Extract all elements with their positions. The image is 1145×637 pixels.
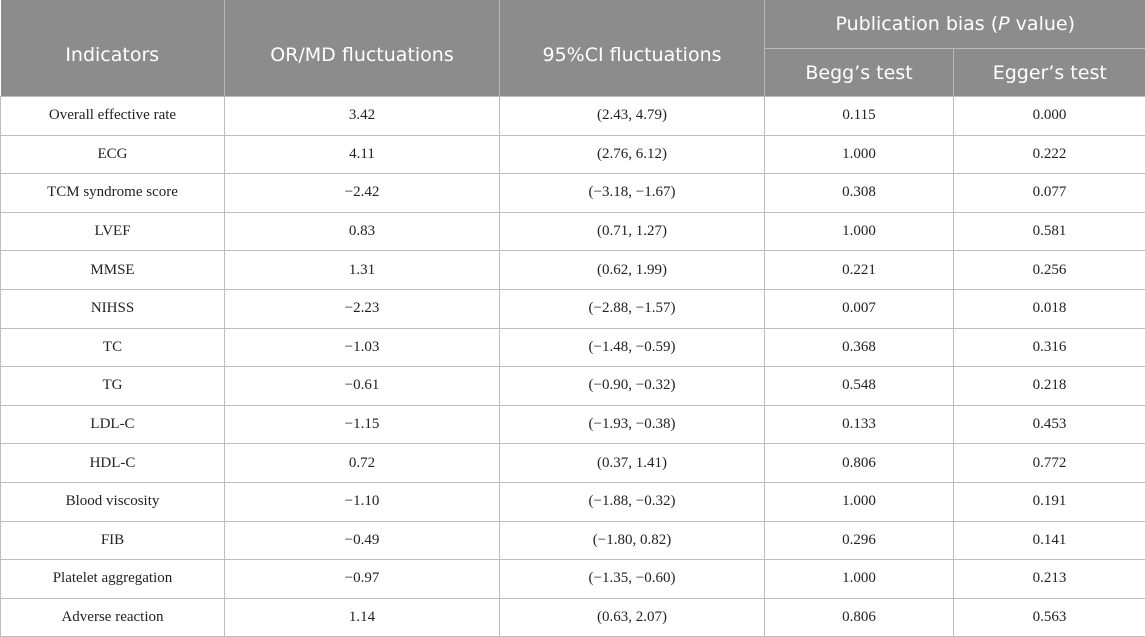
cell-or-md: −0.61 [225, 367, 500, 406]
cell-begg: 1.000 [765, 482, 954, 521]
cell-egger: 0.218 [954, 367, 1145, 406]
cell-indicator: FIB [1, 521, 225, 560]
header-publication-bias: Publication bias (P value) [765, 0, 1145, 49]
cell-indicator: TCM syndrome score [1, 174, 225, 213]
cell-egger: 0.453 [954, 405, 1145, 444]
cell-ci: (−2.88, −1.57) [500, 289, 765, 328]
cell-egger: 0.222 [954, 135, 1145, 174]
cell-egger: 0.772 [954, 444, 1145, 483]
cell-begg: 0.007 [765, 289, 954, 328]
cell-egger: 0.077 [954, 174, 1145, 213]
cell-ci: (−1.80, 0.82) [500, 521, 765, 560]
table-header: Indicators OR/MD fluctuations 95%CI fluc… [1, 0, 1145, 97]
cell-ci: (−1.35, −0.60) [500, 560, 765, 599]
cell-begg: 0.548 [765, 367, 954, 406]
cell-egger: 0.316 [954, 328, 1145, 367]
header-egger: Egger’s test [954, 49, 1145, 97]
cell-begg: 1.000 [765, 135, 954, 174]
cell-begg: 1.000 [765, 212, 954, 251]
cell-or-md: 1.31 [225, 251, 500, 290]
cell-ci: (0.63, 2.07) [500, 598, 765, 637]
cell-ci: (0.37, 1.41) [500, 444, 765, 483]
cell-egger: 0.191 [954, 482, 1145, 521]
pub-bias-p: P [998, 13, 1009, 35]
cell-egger: 0.256 [954, 251, 1145, 290]
cell-ci: (2.43, 4.79) [500, 97, 765, 136]
cell-indicator: TG [1, 367, 225, 406]
cell-egger: 0.213 [954, 560, 1145, 599]
pub-bias-prefix: Publication bias ( [836, 13, 999, 35]
cell-begg: 0.115 [765, 97, 954, 136]
cell-or-md: −1.10 [225, 482, 500, 521]
cell-egger: 0.018 [954, 289, 1145, 328]
cell-begg: 0.308 [765, 174, 954, 213]
cell-ci: (0.62, 1.99) [500, 251, 765, 290]
cell-indicator: Adverse reaction [1, 598, 225, 637]
cell-begg: 1.000 [765, 560, 954, 599]
cell-indicator: Overall effective rate [1, 97, 225, 136]
cell-indicator: TC [1, 328, 225, 367]
cell-or-md: −0.49 [225, 521, 500, 560]
cell-egger: 0.141 [954, 521, 1145, 560]
cell-or-md: −2.42 [225, 174, 500, 213]
cell-or-md: −1.03 [225, 328, 500, 367]
cell-begg: 0.806 [765, 598, 954, 637]
table-row: TCM syndrome score−2.42(−3.18, −1.67)0.3… [1, 174, 1145, 213]
cell-indicator: ECG [1, 135, 225, 174]
header-ci: 95%CI fluctuations [500, 0, 765, 97]
cell-begg: 0.296 [765, 521, 954, 560]
pub-bias-suffix: value) [1010, 13, 1075, 35]
header-or-md: OR/MD fluctuations [225, 0, 500, 97]
cell-or-md: 0.83 [225, 212, 500, 251]
cell-egger: 0.000 [954, 97, 1145, 136]
cell-indicator: MMSE [1, 251, 225, 290]
cell-or-md: 0.72 [225, 444, 500, 483]
cell-indicator: LDL-C [1, 405, 225, 444]
cell-or-md: −1.15 [225, 405, 500, 444]
cell-ci: (−1.48, −0.59) [500, 328, 765, 367]
cell-or-md: 3.42 [225, 97, 500, 136]
cell-egger: 0.581 [954, 212, 1145, 251]
table-row: Platelet aggregation−0.97(−1.35, −0.60)1… [1, 560, 1145, 599]
header-begg: Begg’s test [765, 49, 954, 97]
cell-ci: (−1.88, −0.32) [500, 482, 765, 521]
cell-begg: 0.221 [765, 251, 954, 290]
cell-ci: (−3.18, −1.67) [500, 174, 765, 213]
cell-ci: (−1.93, −0.38) [500, 405, 765, 444]
cell-begg: 0.133 [765, 405, 954, 444]
cell-or-md: 4.11 [225, 135, 500, 174]
cell-begg: 0.806 [765, 444, 954, 483]
cell-or-md: −0.97 [225, 560, 500, 599]
cell-ci: (−0.90, −0.32) [500, 367, 765, 406]
cell-ci: (2.76, 6.12) [500, 135, 765, 174]
cell-indicator: NIHSS [1, 289, 225, 328]
cell-indicator: Platelet aggregation [1, 560, 225, 599]
cell-or-md: 1.14 [225, 598, 500, 637]
cell-or-md: −2.23 [225, 289, 500, 328]
cell-indicator: Blood viscosity [1, 482, 225, 521]
cell-indicator: HDL-C [1, 444, 225, 483]
cell-egger: 0.563 [954, 598, 1145, 637]
cell-ci: (0.71, 1.27) [500, 212, 765, 251]
header-indicators: Indicators [1, 0, 225, 97]
cell-begg: 0.368 [765, 328, 954, 367]
cell-indicator: LVEF [1, 212, 225, 251]
